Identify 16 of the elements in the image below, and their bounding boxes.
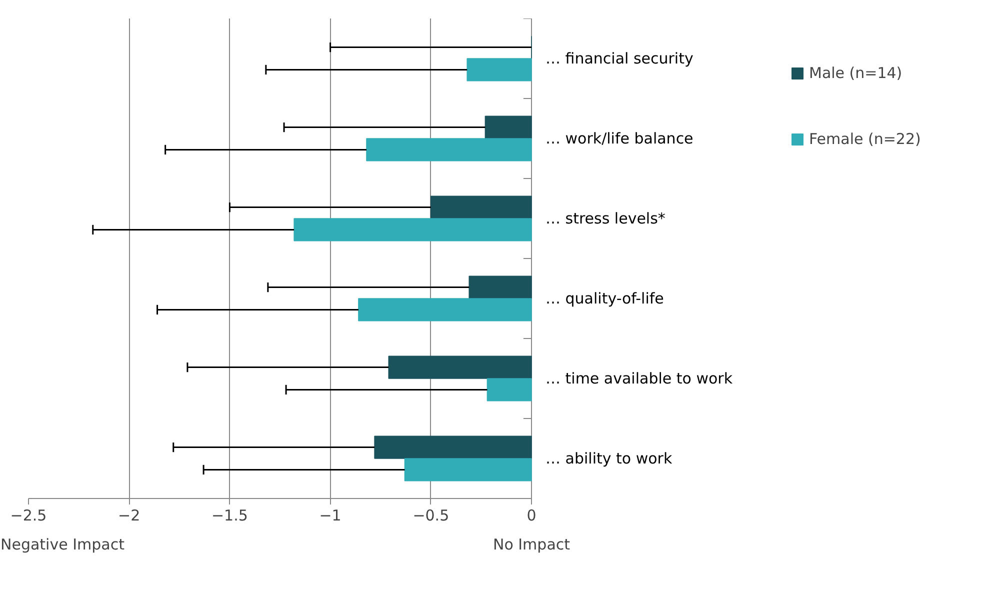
y-tick-label: … ability to work [546, 450, 672, 468]
y-tick-label: … financial security [546, 50, 694, 68]
legend-label: Male (n=14) [809, 64, 902, 82]
legend-label: Female (n=22) [809, 130, 921, 148]
y-tick-label: … quality-of-life [546, 290, 664, 308]
x-tick-label: −2.5 [10, 506, 47, 524]
x-tick-label: −1.5 [211, 506, 248, 524]
text: No Impact [492, 536, 570, 554]
y-tick-label: … work/life balance [546, 130, 694, 148]
x-tick-label: −2 [118, 506, 140, 524]
y-tick-label: … time available to work [546, 370, 733, 388]
text: Negative Impact [0, 536, 125, 554]
x-tick-label: −1 [319, 506, 342, 524]
x-tick-label: 0 [526, 506, 536, 524]
x-tick-label: −0.5 [412, 506, 450, 524]
y-tick-label: … stress levels* [546, 210, 666, 228]
